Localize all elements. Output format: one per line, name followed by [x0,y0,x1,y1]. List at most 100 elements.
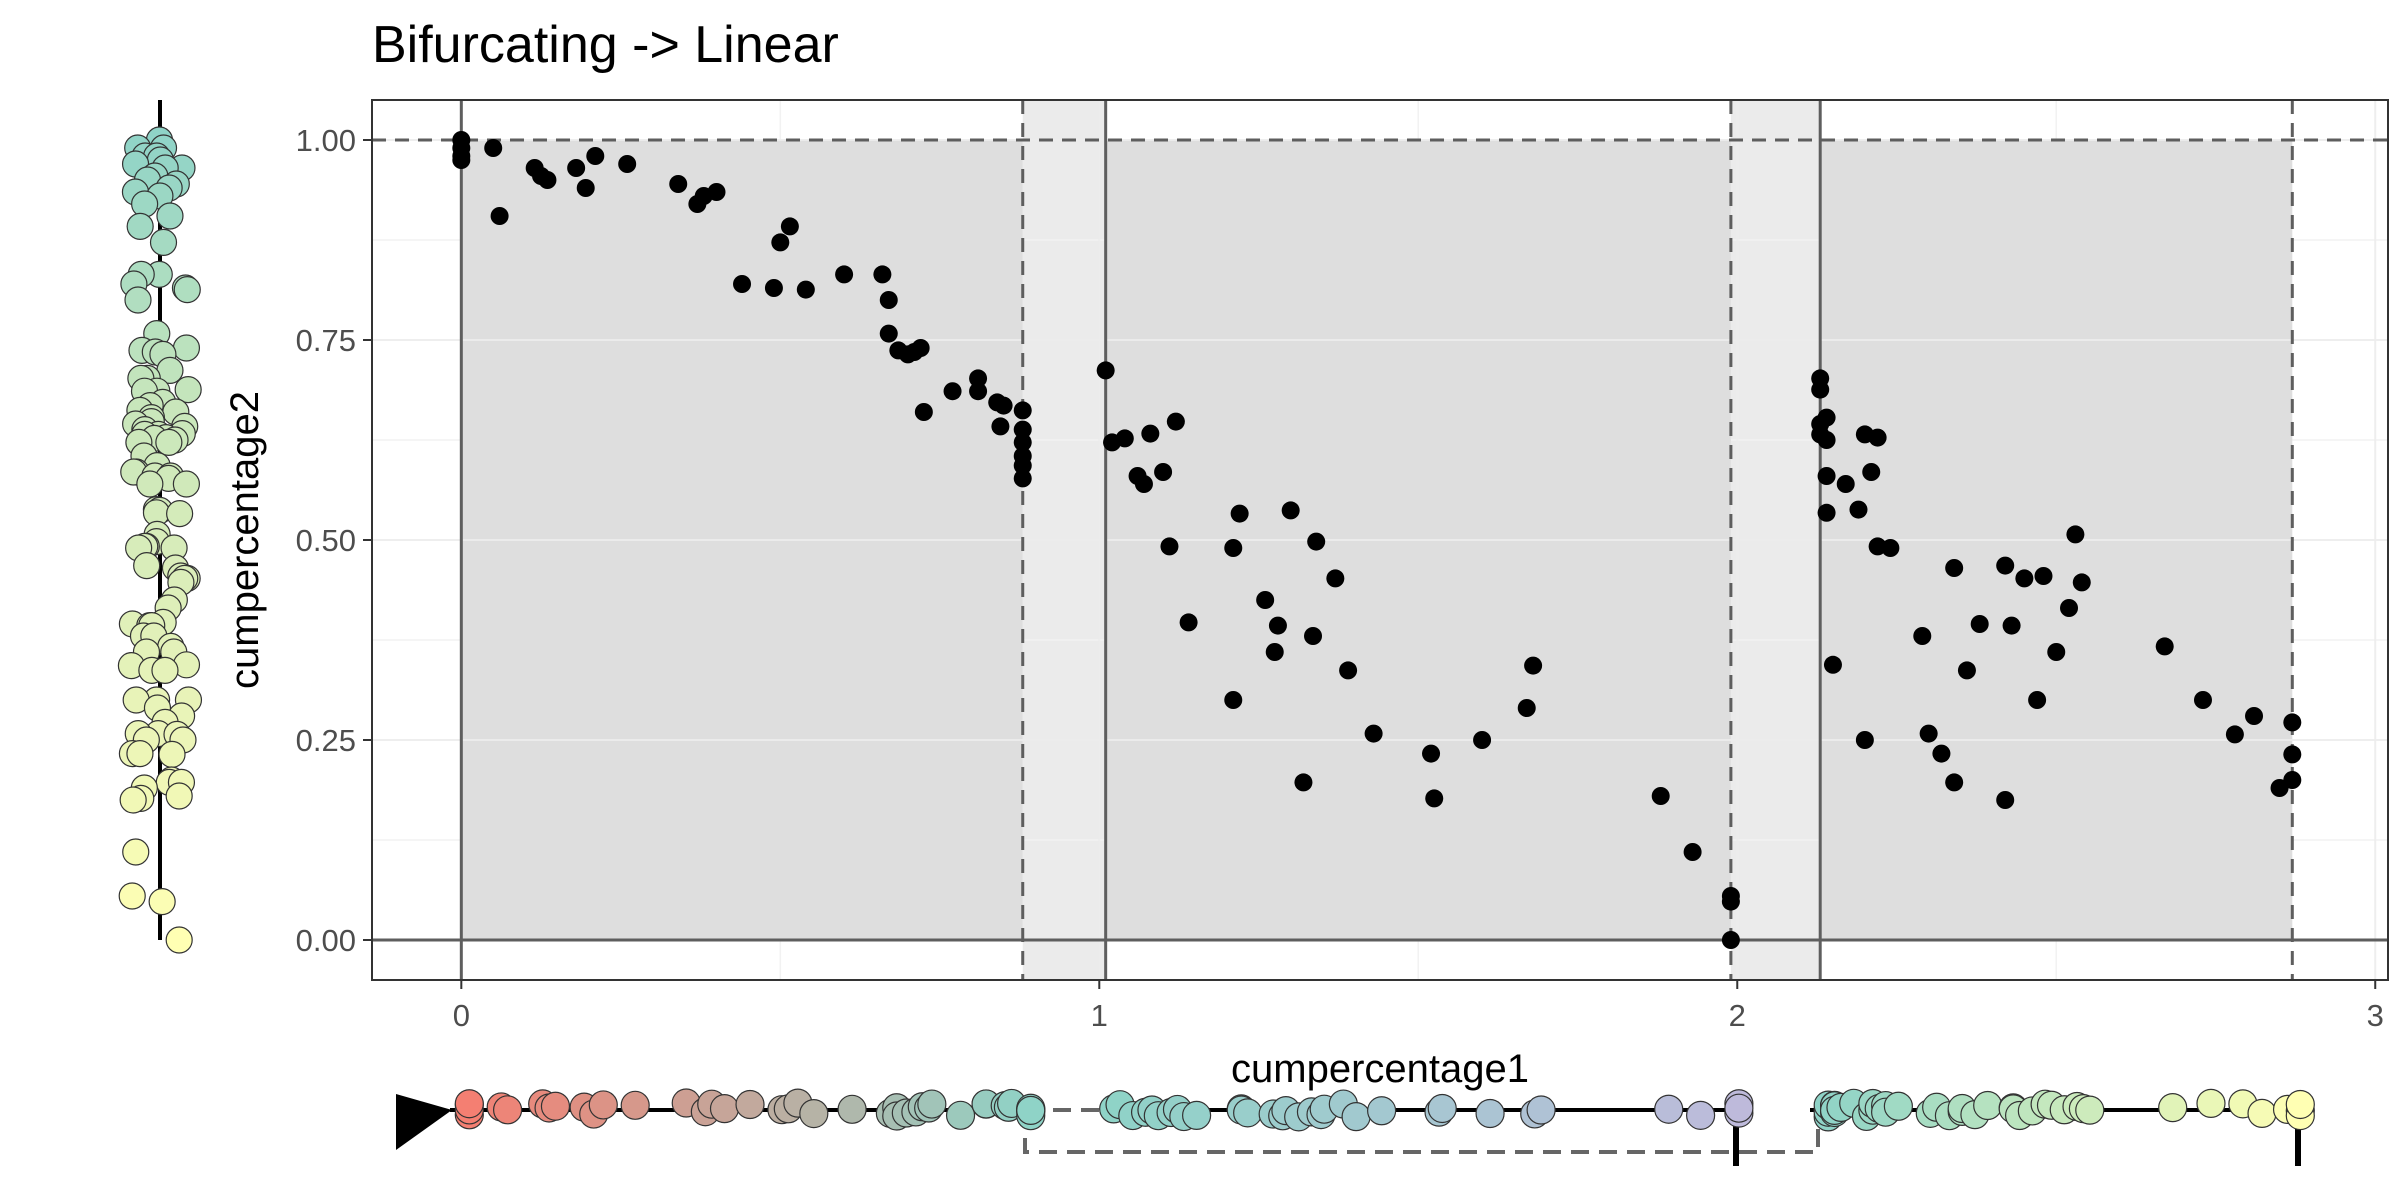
data-point [1281,501,1300,520]
data-point [764,279,783,297]
data-point [1970,615,1989,633]
x-track-dot [1654,1094,1684,1124]
y-track-dot [158,740,186,769]
data-point [1811,425,1830,444]
y-track-dot [122,838,150,866]
y-track-dot [149,228,178,256]
data-point [1919,724,1938,743]
y-track-dot [131,190,159,218]
data-point [2028,691,2047,709]
y-tick-label: 0.00 [296,923,356,958]
data-point [1524,656,1543,675]
data-point [490,207,509,225]
y-trajectory-track [117,100,203,954]
y-tick-label: 0.75 [296,323,356,358]
data-point [1836,475,1855,493]
x-trajectory-track [396,1088,2315,1166]
y-track-dot [166,499,194,528]
data-point [1817,503,1836,522]
data-point [911,339,930,357]
y-track-dot [119,786,147,814]
data-point [1945,773,1964,792]
y-track-dot [124,286,152,314]
data-point [669,175,688,193]
data-point [1517,699,1536,717]
data-point [994,396,1013,415]
data-point [2066,525,2085,544]
data-point [2072,573,2091,592]
x-tick-label: 0 [453,998,470,1033]
data-point [1683,843,1702,861]
data-point [1134,475,1153,493]
x-track-dot [709,1094,740,1124]
x-track-dot [1427,1093,1457,1124]
data-point [1422,744,1441,763]
data-point [567,159,586,177]
y-tick-label: 1.00 [296,123,356,158]
data-point [2283,771,2302,789]
data-point [1294,773,1313,792]
data-point [780,217,799,236]
y-track-dot [148,887,176,916]
data-point [879,291,898,309]
data-point [707,183,726,201]
x-axis-ticks: 0 1 2 3 [453,980,2384,1033]
data-point [1996,556,2015,575]
data-point [1868,428,1887,447]
data-point [2060,599,2079,617]
plot-panel [371,99,2389,981]
reference-lines [372,100,2388,980]
y-track-dot [151,656,179,685]
x-track-dot [945,1100,976,1130]
x-track-dot [1973,1090,2003,1121]
data-point [1013,456,1032,475]
data-point [1996,791,2015,809]
x-track-dot [2158,1093,2188,1123]
data-point [618,155,637,173]
data-point [538,171,557,189]
data-point [1823,655,1842,674]
data-point [1013,433,1032,452]
data-point [969,382,988,401]
x-track-dot [837,1094,867,1124]
data-point [1268,616,1287,635]
data-point [733,275,752,293]
data-point [1096,361,1115,380]
data-point [2225,725,2244,744]
data-point [452,151,471,169]
data-point [1224,691,1243,709]
data-point [1364,724,1383,743]
data-point [1013,420,1032,439]
x-track-dot [620,1090,650,1120]
data-point [1862,463,1881,481]
x-track-dot [1686,1100,1716,1130]
x-track-dot [1526,1095,1556,1125]
x-track-dot [799,1098,829,1129]
y-track-dot [136,470,164,498]
data-point [914,403,933,421]
x-track-dot [2196,1088,2226,1118]
y-track-dot [172,470,201,498]
data-point [1160,537,1179,556]
data-point [1339,661,1358,680]
x-track-dot [1016,1095,1046,1125]
x-axis-label: cumpercentage1 [1231,1047,1529,1091]
data-point [1224,539,1243,557]
x-track-dot [492,1095,523,1125]
x-track-dot [735,1089,765,1120]
x-track-dot [1182,1100,1212,1131]
data-point [1473,731,1492,749]
data-point [1179,613,1198,632]
data-point [1913,627,1932,645]
y-track-dot [173,276,201,304]
data-point [1115,429,1134,448]
data-point [1230,504,1249,523]
y-track-dot [118,882,146,910]
data-point [1265,643,1284,661]
data-point [2015,569,2034,588]
data-point [1721,892,1740,911]
data-point [2283,745,2302,764]
data-point [991,417,1010,436]
data-point [2283,713,2302,732]
